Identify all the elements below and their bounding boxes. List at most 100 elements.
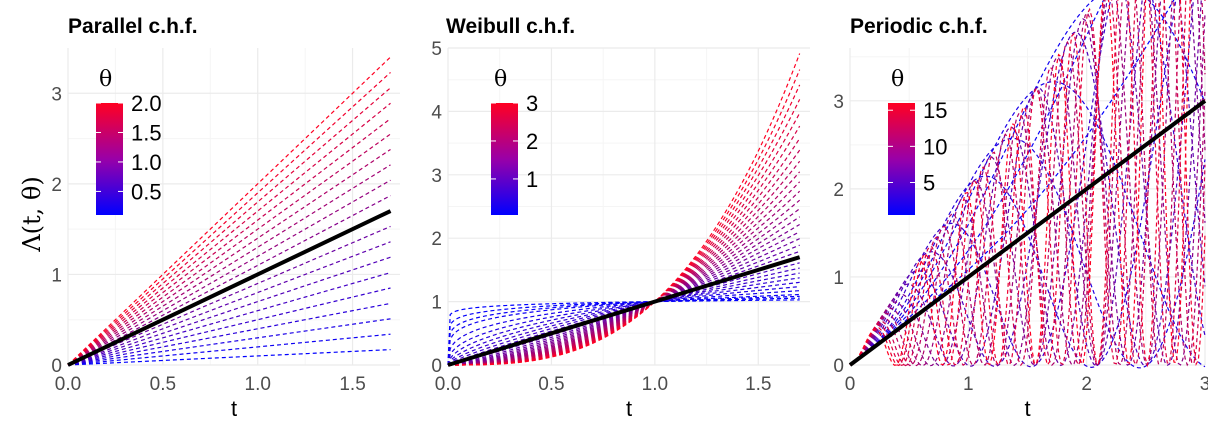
legend-colorbar: θ 15 10 5 — [888, 67, 947, 215]
legend-label: 2 — [526, 129, 538, 154]
curve-theta — [447, 272, 800, 366]
curve-theta — [67, 225, 391, 366]
legend-colorbar: θ 2.0 1.5 1.0 0.5 — [96, 67, 162, 215]
y-tick-label: 1 — [431, 293, 442, 314]
x-tick-label: 0 — [845, 374, 856, 395]
curve-theta — [67, 179, 391, 366]
x-axis-title: t — [626, 396, 632, 421]
y-tick-label: 3 — [51, 84, 62, 105]
x-tick-label: 0.0 — [435, 374, 461, 395]
x-tick-label: 1.0 — [642, 374, 668, 395]
y-axis-title: Λ(t, θ) — [18, 176, 46, 252]
legend-gradient-bar — [491, 103, 518, 215]
reference-line — [848, 99, 1207, 367]
x-tick-label: 0.5 — [150, 374, 176, 395]
y-tick-label: 4 — [431, 102, 442, 123]
x-tick-label: 1.0 — [245, 374, 271, 395]
x-tick-label: 3 — [1200, 374, 1208, 395]
legend-label: 1 — [526, 167, 538, 192]
y-tick-label: 3 — [431, 166, 442, 187]
curve-theta — [849, 0, 1206, 367]
legend-colorbar: θ3 2 1 — [491, 67, 538, 215]
curve-theta — [67, 241, 391, 366]
panel-title: Weibull c.h.f. — [446, 15, 575, 38]
curve-theta — [447, 216, 800, 366]
x-axis-title: t — [231, 396, 237, 421]
curve-theta — [67, 318, 391, 366]
curve-theta — [849, 0, 1206, 367]
curve-theta — [447, 281, 800, 366]
legend-title: θ — [494, 67, 507, 92]
curve-theta — [67, 164, 391, 366]
curve-theta — [447, 238, 800, 366]
legend-label: 5 — [923, 170, 935, 195]
y-tick-label: 2 — [51, 175, 62, 196]
x-tick-label: 2 — [1081, 374, 1092, 395]
curve-theta — [67, 56, 391, 366]
y-tick-label: 1 — [51, 265, 62, 286]
panel-title: Periodic c.h.f. — [850, 15, 988, 38]
curve-theta — [849, 0, 1206, 368]
curve-theta — [849, 0, 1206, 368]
x-tick-label: 0.0 — [55, 374, 81, 395]
curve-theta — [849, 0, 1206, 367]
curve-theta — [67, 333, 391, 366]
y-tick-label: 0 — [833, 356, 844, 377]
legend-title: θ — [99, 67, 112, 92]
curve-theta — [67, 349, 391, 366]
curve-theta — [447, 293, 800, 366]
legend-gradient-bar — [888, 103, 915, 215]
curve-theta — [447, 208, 801, 366]
curve-theta — [67, 72, 391, 366]
x-axis-title: t — [1024, 396, 1030, 421]
y-tick-label: 1 — [833, 268, 844, 289]
panel-3: 0 1 2 3 0 1 2 3 t Periodic c.h.f. θ 15 10 5 — [833, 0, 1208, 421]
x-tick-label: 1 — [963, 374, 974, 395]
curve-theta — [849, 0, 1202, 367]
y-tick-label: 2 — [833, 180, 844, 201]
panel-title: Parallel c.h.f. — [68, 15, 198, 38]
y-tick-label: 0 — [51, 356, 62, 377]
legend-label: 2.0 — [131, 91, 162, 116]
y-tick-label: 2 — [431, 229, 442, 250]
curve-theta — [447, 286, 800, 366]
curve-theta — [67, 102, 391, 366]
curve-theta — [849, 0, 1175, 366]
y-tick-label: 5 — [431, 39, 442, 60]
curve-theta — [849, 0, 1206, 366]
curve-theta — [448, 53, 801, 366]
y-tick-label: 0 — [431, 356, 442, 377]
curve-theta — [849, 0, 1206, 367]
curve-theta — [849, 0, 1206, 367]
legend-gradient-bar — [96, 103, 123, 215]
curve-theta — [67, 148, 391, 366]
x-tick-label: 1.5 — [339, 374, 365, 395]
curve-theta — [447, 231, 800, 366]
panel-1: 0.0 0.5 1.0 1.5 0 1 2 3 t Parallel c.h.f. θ 2.0 1.5 1… — [51, 15, 400, 421]
legend-title: θ — [891, 67, 904, 92]
curve-theta — [447, 199, 801, 366]
y-tick-label: 3 — [833, 92, 844, 113]
curve-theta — [849, 0, 1206, 367]
legend-label: 3 — [526, 91, 538, 116]
reference-line — [447, 255, 801, 367]
legend-label: 1.0 — [131, 150, 162, 175]
legend-label: 15 — [923, 98, 947, 123]
legend-label: 1.5 — [131, 120, 162, 145]
curve-theta — [849, 0, 1206, 367]
curve-theta — [67, 195, 391, 366]
x-tick-label: 0.5 — [538, 374, 564, 395]
curve-theta — [447, 190, 801, 366]
curve-theta — [67, 87, 391, 366]
legend-label: 0.5 — [131, 179, 162, 204]
curve-theta — [67, 133, 391, 366]
reference-line — [67, 209, 392, 367]
curve-theta — [67, 302, 391, 366]
legend-label: 10 — [923, 134, 947, 159]
curve-theta — [447, 290, 800, 366]
curve-theta — [447, 223, 800, 366]
curve-theta — [67, 256, 391, 366]
x-tick-label: 1.5 — [745, 374, 771, 395]
curve-theta — [67, 118, 391, 366]
